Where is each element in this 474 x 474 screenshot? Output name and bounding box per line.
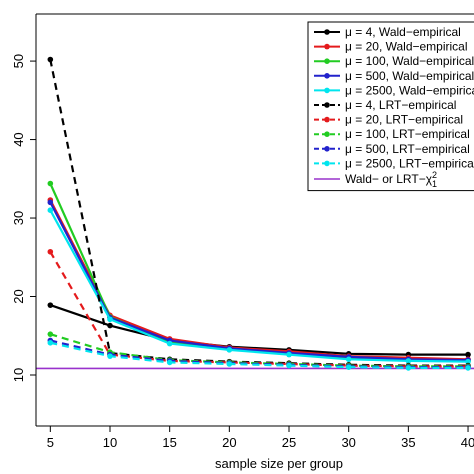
- legend-label-1: μ = 20, Wald−empirical: [345, 40, 468, 54]
- data-point-3-0: [47, 199, 54, 206]
- series-line-1: [49, 199, 469, 361]
- legend-marker-6: [324, 116, 330, 123]
- x-axis-label: sample size per group: [215, 456, 343, 471]
- x-tick-label-3: 20: [222, 435, 236, 450]
- data-point-7-0: [47, 331, 54, 337]
- data-point-0-7: [465, 351, 471, 358]
- legend-label-reference: Wald− or LRT−χ2 1: [345, 170, 437, 189]
- legend-label-reference-sub: 1: [432, 179, 437, 189]
- data-point-9-4: [286, 362, 292, 369]
- data-point-9-3: [226, 361, 233, 367]
- legend-label-0: μ = 4, Wald−empirical: [345, 25, 461, 39]
- legend-marker-7: [324, 131, 330, 137]
- legend-marker-5: [324, 102, 330, 108]
- x-tick-label-0: 5: [47, 435, 54, 450]
- axes: 5 10 15 20 25 30 35 40 10 20 30 40 50 sample size per…: [11, 13, 474, 471]
- legend-marker-8: [324, 146, 330, 152]
- data-point-4-3: [226, 347, 233, 353]
- series-line-9: [50, 341, 468, 369]
- y-tick-label-4: 50: [11, 54, 26, 68]
- data-point-2-0: [47, 180, 54, 187]
- data-point-4-4: [286, 351, 292, 358]
- data-point-9-0: [47, 340, 54, 346]
- x-tick-label-7: 40: [461, 435, 474, 450]
- legend-box: [307, 21, 474, 192]
- x-tick-label-6: 35: [401, 435, 415, 450]
- legend-label-8: μ = 500, LRT−empirical: [345, 142, 470, 156]
- data-point-4-5: [345, 356, 352, 363]
- legend-marker-9: [324, 160, 330, 167]
- data-point-9-1: [107, 353, 113, 359]
- data-point-4-7: [465, 358, 471, 365]
- series-line-4: [49, 209, 469, 363]
- legend-marker-0: [324, 29, 330, 35]
- x-tick-label-4: 25: [282, 435, 296, 450]
- legend-marker-3: [324, 73, 330, 79]
- x-tick-label-2: 15: [162, 435, 176, 450]
- legend-marker-1: [324, 43, 330, 50]
- series-line-2: [49, 183, 469, 362]
- legend-label-6: μ = 20, LRT−empirical: [345, 113, 463, 127]
- y-tick-label-0: 10: [11, 368, 26, 382]
- data-point-4-1: [107, 316, 113, 323]
- legend-label-4: μ = 2500, Wald−empirical: [345, 83, 474, 97]
- legend-label-5: μ = 4, LRT−empirical: [345, 98, 456, 112]
- data-point-4-0: [47, 207, 54, 213]
- x-tick-label-1: 10: [103, 435, 117, 450]
- legend-label-2: μ = 100, Wald−empirical: [345, 54, 474, 68]
- data-point-0-1: [107, 322, 113, 329]
- y-tick-label-1: 20: [11, 289, 26, 303]
- plot-area: [36, 56, 474, 371]
- y-tick-label-3: 40: [11, 132, 26, 146]
- series-line-0: [49, 304, 468, 356]
- data-point-4-2: [166, 340, 173, 347]
- y-tick-label-2: 30: [11, 211, 26, 225]
- data-point-0-0: [47, 302, 54, 308]
- legend-marker-2: [324, 58, 330, 64]
- series-line-3: [49, 201, 469, 362]
- legend-label-3: μ = 500, Wald−empirical: [345, 69, 474, 83]
- data-point-9-6: [405, 365, 412, 371]
- legend-marker-4: [324, 87, 330, 94]
- data-point-9-2: [166, 359, 173, 366]
- data-point-5-0: [47, 56, 54, 63]
- data-point-9-5: [345, 364, 352, 370]
- data-point-4-6: [405, 358, 412, 364]
- data-point-6-0: [47, 248, 54, 255]
- x-tick-label-5: 30: [341, 435, 355, 450]
- legend-label-reference-sup: 2: [432, 170, 437, 180]
- data-point-9-7: [465, 365, 471, 371]
- legend-label-7: μ = 100, LRT−empirical: [345, 127, 470, 141]
- legend-label-9: μ = 2500, LRT−empirical: [345, 156, 474, 170]
